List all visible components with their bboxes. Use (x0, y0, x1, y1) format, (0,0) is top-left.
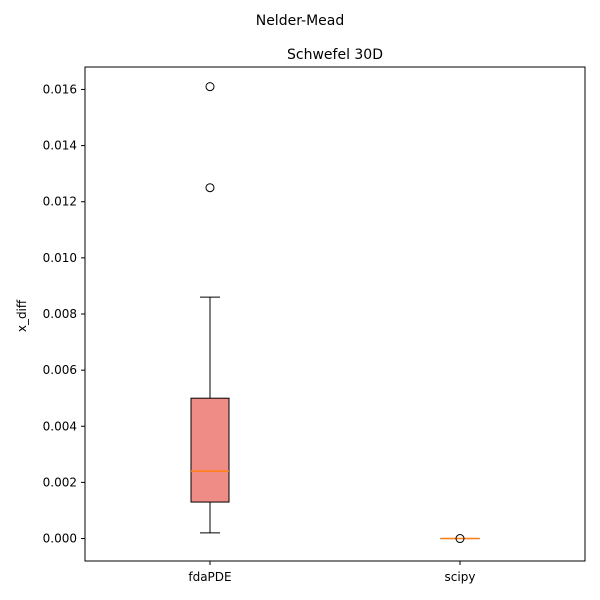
chart-title: Schwefel 30D (287, 47, 383, 63)
y-axis-label: x_diff (15, 299, 29, 332)
x-tick-label: scipy (445, 570, 476, 584)
outlier-point (455, 534, 465, 544)
plot-area: 0.000 0.002 0.004 0.006 0.008 0.010 0.012 0.014… (43, 66, 586, 584)
y-tick-label: 0.002 (43, 475, 77, 489)
y-tick-label: 0.012 (43, 195, 77, 209)
outlier-point (205, 183, 215, 193)
y-tick-label: 0.016 (43, 82, 77, 96)
box-iqr (190, 397, 230, 503)
x-tick-label: fdaPDE (188, 570, 231, 584)
y-tick-label: 0.000 (43, 532, 77, 546)
y-tick-label: 0.006 (43, 363, 77, 377)
box-group-fdapde (190, 82, 230, 534)
y-tick-label: 0.008 (43, 307, 77, 321)
outlier-point (205, 82, 215, 92)
y-tick-label: 0.010 (43, 251, 77, 265)
y-tick-label: 0.004 (43, 419, 77, 433)
box-group-scipy (440, 534, 480, 544)
suptitle: Nelder-Mead (256, 13, 345, 29)
y-tick-label: 0.014 (43, 139, 77, 153)
